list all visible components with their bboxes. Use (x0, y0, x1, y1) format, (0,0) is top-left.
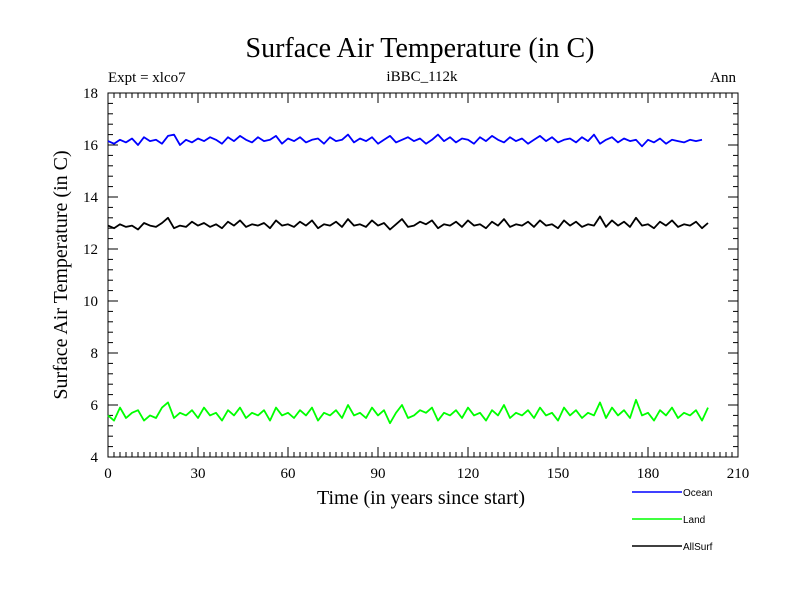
x-tick-label: 0 (104, 466, 112, 482)
x-axis-ticks: 0 30 60 90 120 150 180 210 (104, 93, 749, 482)
y-tick-label: 10 (83, 294, 98, 310)
y-axis-label: Surface Air Temperature (in C) (50, 150, 72, 399)
legend-label-allsurf: AllSurf (683, 542, 713, 553)
y-tick-label: 12 (83, 242, 98, 258)
series-line-land (107, 398, 709, 425)
plot-frame (107, 92, 739, 458)
period-label: Ann (710, 70, 736, 86)
x-tick-label: 30 (191, 466, 206, 482)
y-axis-ticks: 4 6 8 10 12 14 16 18 (83, 86, 738, 466)
legend: Ocean Land AllSurf (632, 488, 713, 553)
y-tick-label: 4 (91, 450, 99, 466)
legend-label-land: Land (683, 515, 705, 526)
y-tick-label: 8 (91, 346, 99, 362)
legend-label-ocean: Ocean (683, 488, 712, 499)
x-tick-label: 150 (547, 466, 570, 482)
y-tick-label: 18 (83, 86, 98, 102)
x-tick-label: 60 (281, 466, 296, 482)
series-line-ocean (107, 133, 703, 148)
y-tick-label: 14 (83, 190, 99, 206)
x-tick-label: 210 (727, 466, 750, 482)
series-line-allsurf (107, 215, 709, 231)
x-tick-label: 180 (637, 466, 660, 482)
series-layer (107, 133, 709, 425)
chart-title: Surface Air Temperature (in C) (246, 33, 595, 64)
x-tick-label: 90 (371, 466, 386, 482)
x-tick-label: 120 (457, 466, 480, 482)
y-tick-label: 6 (91, 398, 99, 414)
y-tick-label: 16 (83, 138, 99, 154)
chart-subtitle: iBBC_112k (386, 69, 458, 85)
experiment-label: Expt = xlco7 (108, 70, 186, 86)
x-axis-label: Time (in years since start) (317, 487, 525, 509)
